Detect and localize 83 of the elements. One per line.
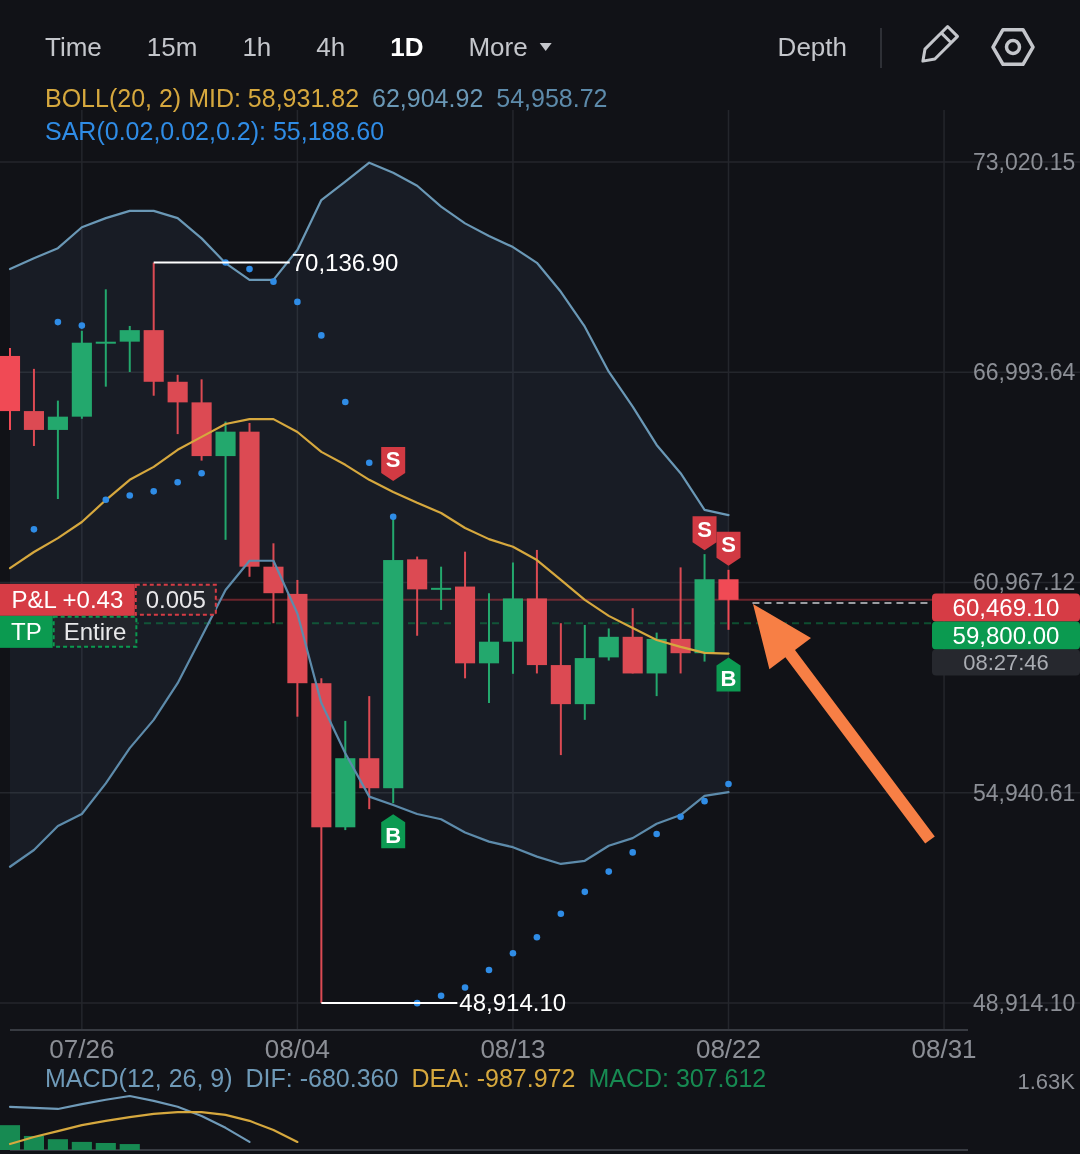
- text: More: [468, 32, 528, 62]
- x-tick-label: 08/31: [911, 1034, 977, 1064]
- annotation: 0.005: [145, 586, 206, 614]
- annotation: P&L +0.43: [11, 586, 124, 614]
- point: [198, 469, 205, 477]
- point: [509, 949, 517, 957]
- candlestick: [718, 568, 739, 631]
- point: [605, 868, 613, 875]
- y-tick-label: 66,993.64: [973, 359, 1076, 386]
- y-tick-label: 73,020.15: [973, 148, 1076, 175]
- point: [294, 298, 301, 306]
- annotation: S: [721, 532, 736, 558]
- bar: [71, 1141, 92, 1150]
- point: [557, 910, 565, 918]
- text: Time: [45, 32, 102, 62]
- point: [437, 992, 445, 1000]
- text: DEA: -987.972: [411, 1064, 576, 1092]
- text: SAR(0.02,0.02,0.2): 55,188.60: [45, 117, 385, 145]
- x-tick-label: 08/04: [264, 1034, 330, 1064]
- text: 4h: [316, 32, 346, 62]
- annotation: 70,136.90: [291, 249, 399, 277]
- point: [342, 398, 349, 406]
- series-label: DIF: -680.360: [245, 1064, 399, 1092]
- text: MACD: 307.612: [588, 1064, 767, 1092]
- candlestick: [167, 373, 188, 436]
- line-series: [8, 161, 730, 517]
- point: [78, 322, 86, 329]
- candlestick: [431, 565, 452, 611]
- point: [677, 813, 684, 821]
- point: [533, 933, 541, 941]
- point: [150, 488, 157, 495]
- candlestick: [95, 288, 116, 388]
- annotation: 59,800.00: [952, 621, 1060, 649]
- point: [318, 332, 325, 339]
- point: [629, 849, 636, 856]
- point: [389, 513, 397, 521]
- bar: [0, 1125, 21, 1150]
- y-tick-label: 60,967.12: [973, 569, 1076, 596]
- point: [653, 830, 660, 838]
- annotation: B: [385, 822, 402, 848]
- point: [365, 459, 373, 467]
- y-tick-label: 54,940.61: [973, 779, 1076, 806]
- bar: [95, 1142, 116, 1150]
- annotation: TP: [11, 618, 42, 646]
- point: [30, 526, 38, 533]
- text: 15m: [146, 32, 198, 62]
- candlestick: [478, 592, 500, 705]
- x-tick-label: 08/13: [480, 1034, 546, 1064]
- text: 1h: [242, 32, 272, 62]
- point: [246, 265, 253, 273]
- candlestick: [23, 367, 45, 447]
- point: [102, 496, 110, 503]
- annotation: 48,914.10: [459, 989, 567, 1017]
- annotation: B: [720, 666, 737, 692]
- candlestick: [598, 627, 619, 662]
- annotation: S: [697, 516, 712, 542]
- point: [581, 888, 589, 896]
- annotation: 60,469.10: [952, 593, 1060, 621]
- point: [725, 780, 732, 788]
- y-tick-label: 48,914.10: [973, 989, 1076, 1016]
- text: 54,958.72: [496, 84, 608, 112]
- x-tick-label: 08/22: [695, 1034, 762, 1064]
- point: [701, 797, 708, 805]
- chart-title: MACD(12, 26, 9): [45, 1064, 233, 1092]
- text: 62,904.92: [372, 84, 484, 112]
- x-tick-label: 07/26: [49, 1034, 115, 1064]
- point: [54, 318, 62, 326]
- annotation: 08:27:46: [963, 649, 1049, 675]
- annotation: Entire: [63, 618, 127, 646]
- text: Depth: [777, 32, 847, 62]
- point: [174, 478, 181, 486]
- text: BOLL(20, 2) MID: 58,931.82: [45, 84, 360, 112]
- text: 1.63K: [1017, 1068, 1076, 1094]
- candlestick: [119, 324, 140, 374]
- bar: [119, 1144, 140, 1150]
- point: [485, 966, 493, 974]
- text: 1D: [390, 32, 424, 62]
- candlestick: [47, 399, 68, 500]
- point: [270, 278, 277, 285]
- point: [461, 984, 469, 991]
- point: [126, 492, 134, 499]
- annotation: S: [385, 447, 401, 473]
- bar: [47, 1139, 68, 1150]
